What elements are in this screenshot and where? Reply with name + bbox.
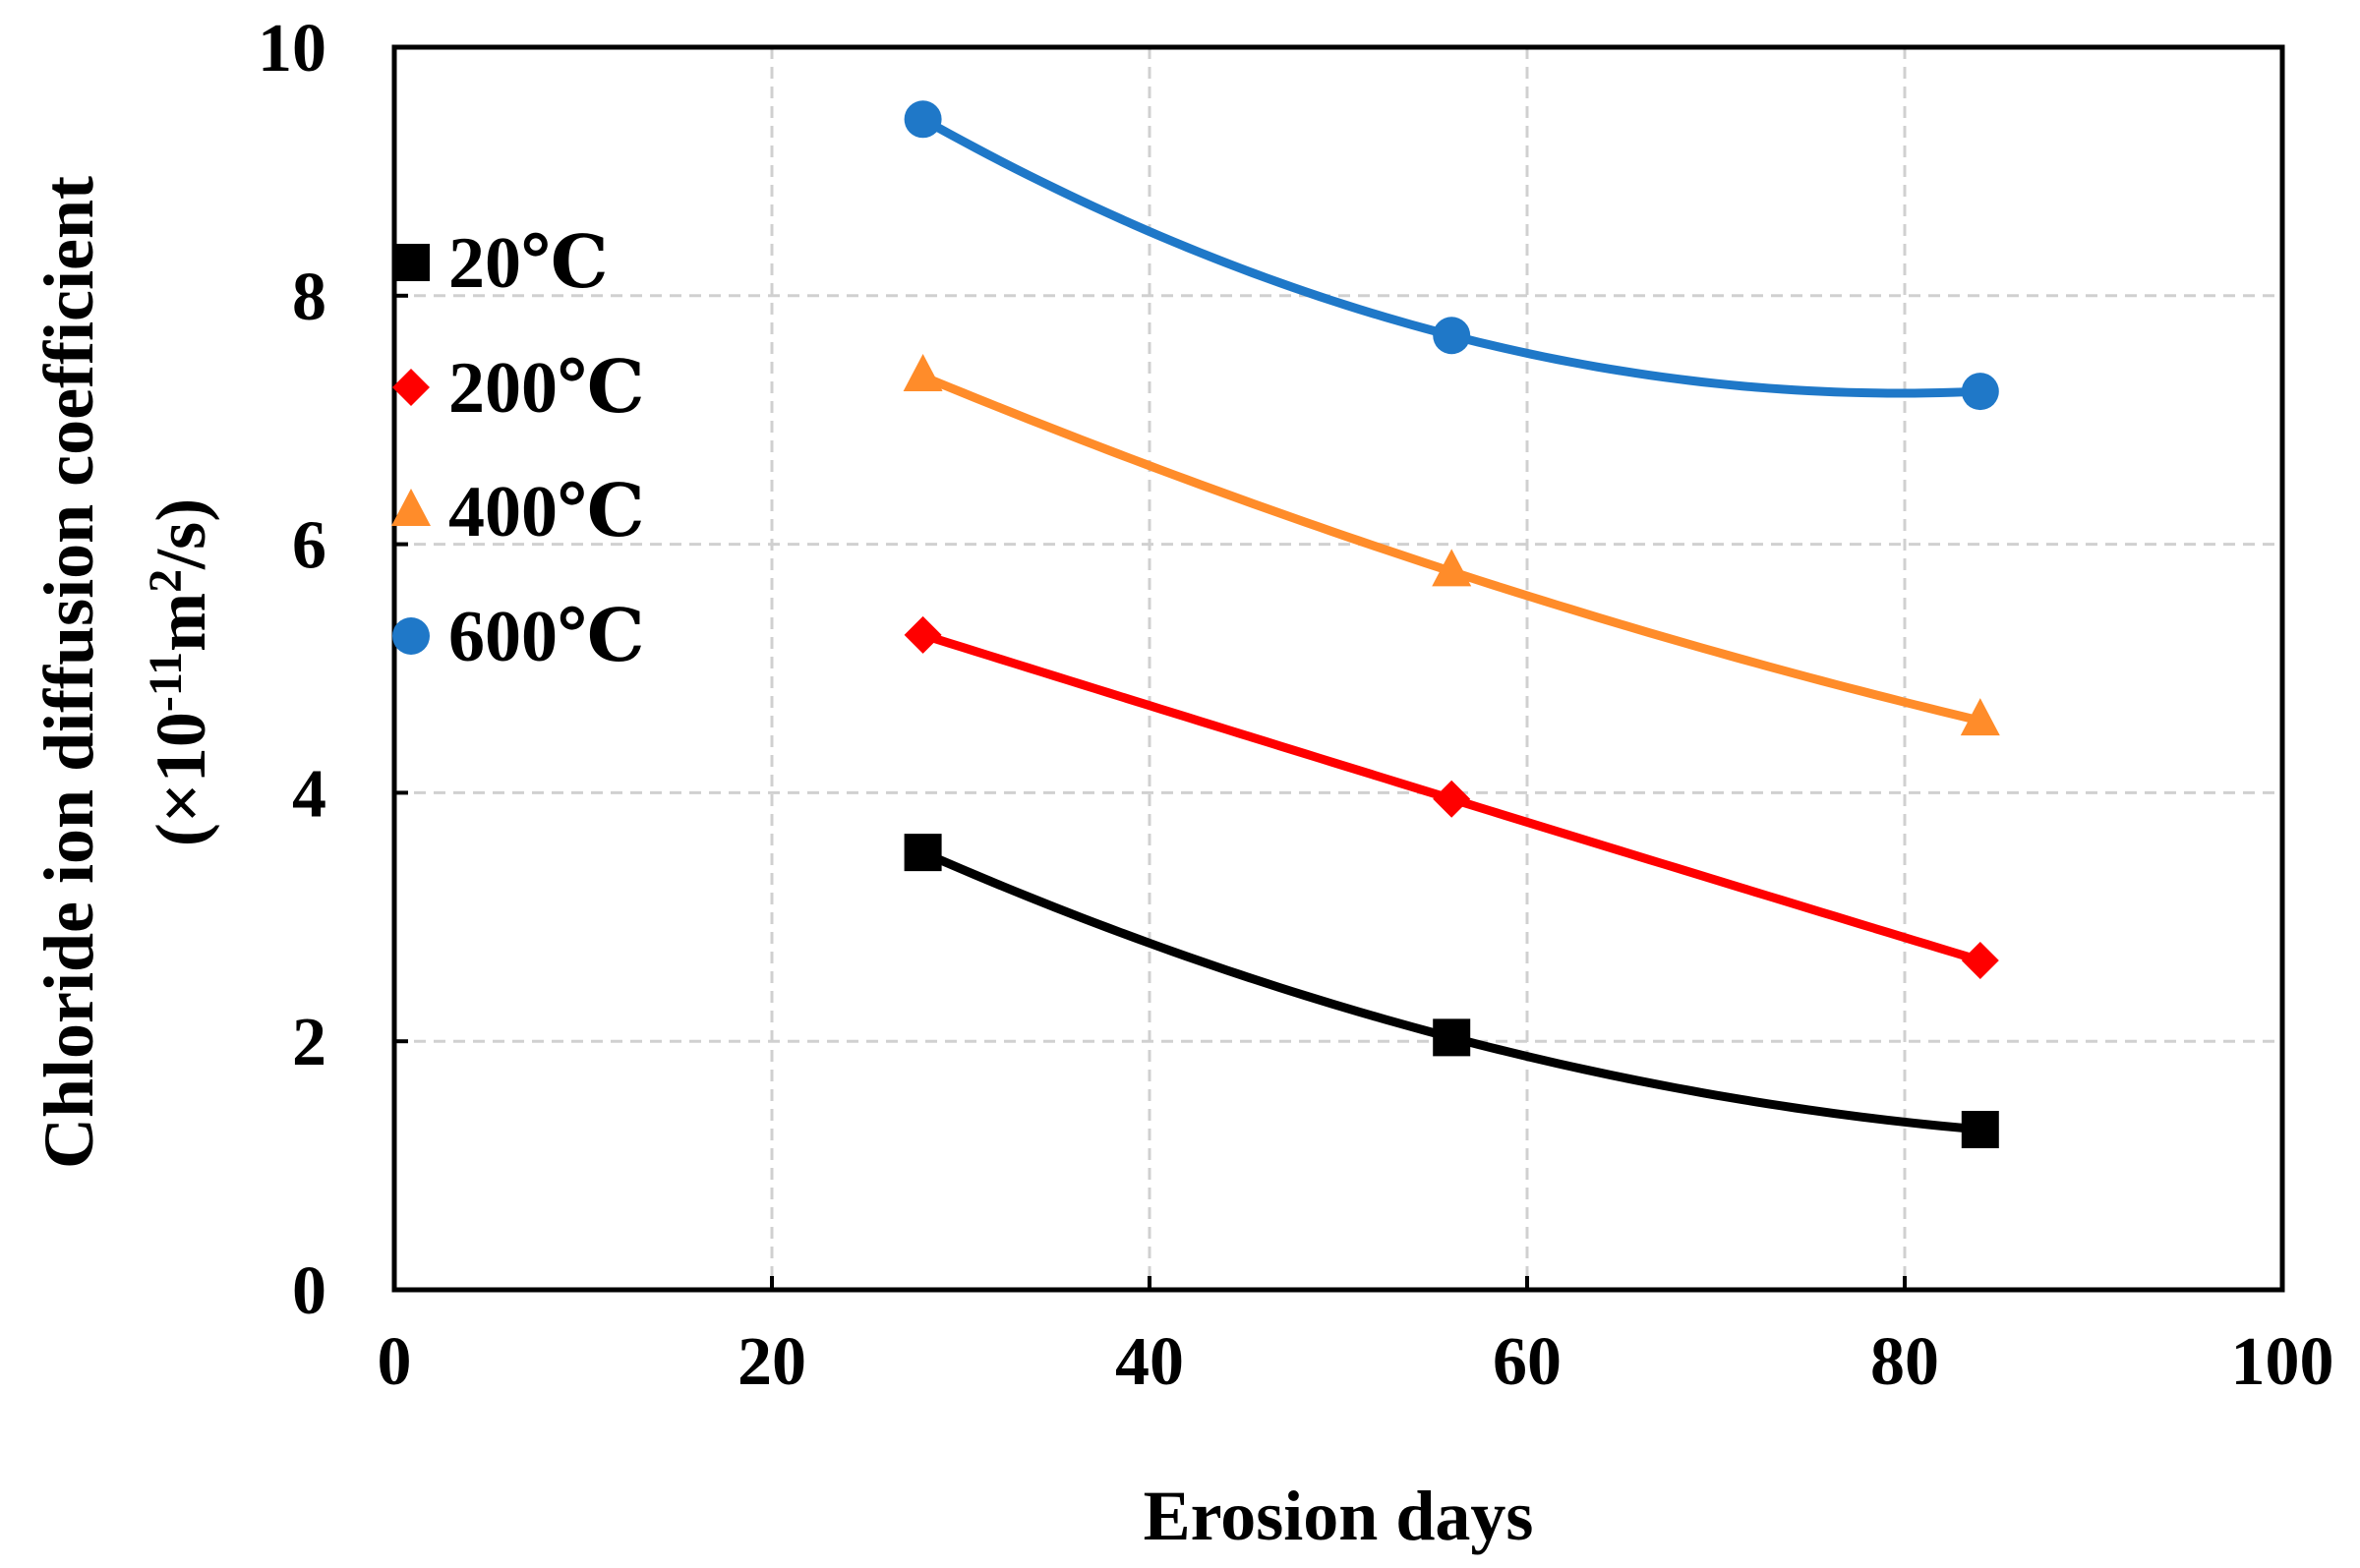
legend-item: 400℃ (391, 472, 645, 552)
y-axis-title-unit-exponent: 2 (140, 569, 192, 593)
y-axis-title-unit: m (142, 593, 220, 652)
x-tick-label: 20 (738, 1324, 806, 1400)
legend-label: 600℃ (448, 597, 645, 677)
legend-marker (392, 244, 430, 281)
y-axis-title-exponent: -11 (140, 652, 192, 712)
x-tick-label: 60 (1493, 1324, 1562, 1400)
legend-item: 200℃ (392, 348, 645, 429)
y-tick-label: 0 (292, 1253, 326, 1329)
data-point (904, 615, 942, 654)
y-axis-title-suffix: /s) (142, 498, 220, 570)
legend-marker (392, 617, 430, 655)
data-point (904, 834, 942, 872)
series-2 (903, 353, 2000, 736)
data-point (1961, 942, 1999, 980)
plot-area-frame (391, 44, 2285, 1293)
series-0 (904, 834, 1999, 1148)
series-3 (904, 100, 1999, 411)
legend-label: 200℃ (448, 348, 645, 429)
data-point (904, 100, 942, 139)
legend: 20℃ 200℃ 400℃ 600℃ (391, 223, 645, 677)
x-axis-title: Erosion days (1144, 1477, 1534, 1555)
y-axis-title-prefix: (×10 (142, 712, 220, 846)
y-tick-label: 2 (292, 1005, 326, 1080)
data-point (1433, 1018, 1471, 1057)
y-tick-label: 8 (292, 260, 326, 335)
data-point (1960, 698, 2000, 736)
y-tick-label: 4 (292, 756, 326, 832)
legend-marker (391, 489, 431, 526)
series-layer (903, 100, 2000, 1148)
data-point (1961, 373, 1999, 411)
grid (394, 47, 2282, 1290)
axis-ticks: 0 20 40 60 80 100 0 2 4 6 8 10 (258, 11, 2334, 1400)
y-tick-label: 6 (292, 508, 326, 584)
legend-label: 20℃ (448, 223, 609, 304)
x-tick-label: 40 (1115, 1324, 1184, 1400)
series-line (918, 372, 1985, 726)
x-tick-label: 80 (1870, 1324, 1939, 1400)
data-point (1433, 317, 1471, 355)
legend-item: 600℃ (392, 597, 645, 677)
data-point (1433, 780, 1471, 818)
x-tick-label: 0 (378, 1324, 412, 1400)
y-axis-title-line1: Chloride ion diffusion coefficient (30, 176, 108, 1169)
y-tick-label: 10 (258, 11, 326, 87)
legend-marker (392, 369, 430, 406)
data-point (1961, 1110, 1999, 1148)
legend-label: 400℃ (448, 472, 645, 552)
data-point (1432, 549, 1472, 587)
series-1 (904, 615, 1999, 980)
y-axis-title-line2: (×10-11m2/s) (140, 498, 220, 846)
series-line (918, 847, 1985, 1134)
x-tick-label: 100 (2231, 1324, 2334, 1400)
data-point (903, 353, 943, 391)
legend-item: 20℃ (392, 223, 609, 304)
